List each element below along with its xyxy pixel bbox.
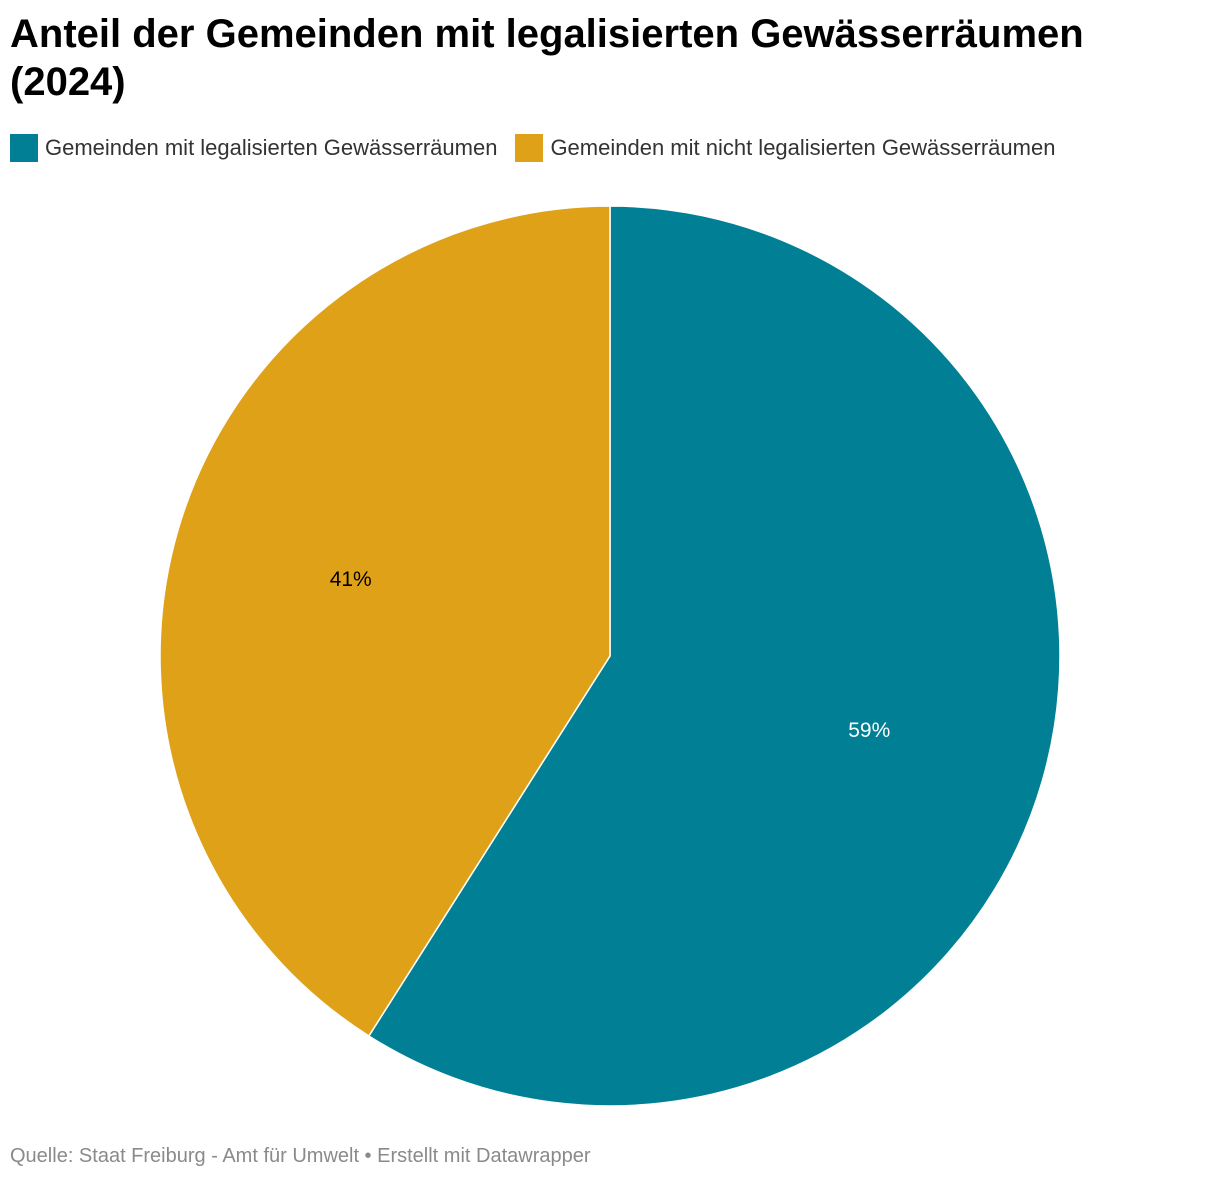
slice-label-0: 59% <box>848 719 890 742</box>
pie-slice-1 <box>159 205 611 1037</box>
legend-item-legalisiert: Gemeinden mit legalisierten Gewässerräum… <box>10 134 497 162</box>
chart-title: Anteil der Gemeinden mit legalisierten G… <box>10 12 1084 104</box>
legend-swatch-legalisiert <box>10 134 38 162</box>
legend-label-legalisiert: Gemeinden mit legalisierten Gewässerräum… <box>45 135 498 160</box>
legend: Gemeinden mit legalisierten Gewässerräum… <box>10 133 1073 163</box>
legend-item-nicht-legalisiert: Gemeinden mit nicht legalisierten Gewäss… <box>515 134 1055 162</box>
source-footer: Quelle: Staat Freiburg - Amt für Umwelt … <box>10 1145 591 1167</box>
legend-label-nicht-legalisiert: Gemeinden mit nicht legalisierten Gewäss… <box>550 135 1056 160</box>
pie-slice-0 <box>367 205 1061 1107</box>
legend-swatch-nicht-legalisiert <box>515 134 544 162</box>
slice-label-1: 41% <box>330 568 372 591</box>
